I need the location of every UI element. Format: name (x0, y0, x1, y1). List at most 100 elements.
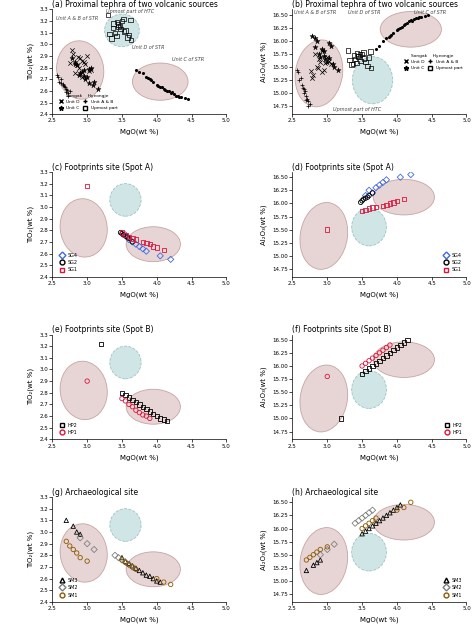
Ellipse shape (110, 508, 141, 541)
Point (329, 60, 337, 70)
Point (379, 36, 387, 46)
Point (357, 198, 365, 208)
Point (89, 80, 97, 90)
X-axis label: MgO(wt %): MgO(wt %) (360, 292, 399, 298)
Point (109, 23, 117, 33)
Point (387, 29, 395, 40)
Point (315, 63, 322, 73)
Point (305, 102, 312, 112)
Point (106, 29, 113, 39)
Point (122, 231, 129, 241)
Point (62, 83, 70, 93)
Point (113, 31, 120, 41)
Point (125, 30, 133, 40)
Point (364, 61, 371, 71)
Point (324, 544, 331, 554)
Ellipse shape (105, 14, 139, 46)
Point (312, 42, 319, 52)
Point (303, 566, 310, 576)
Point (119, 230, 127, 240)
Point (125, 234, 133, 245)
Point (358, 369, 366, 379)
Point (65, 91, 72, 101)
Ellipse shape (352, 208, 387, 246)
Point (317, 57, 324, 67)
Point (362, 526, 369, 536)
Point (181, 93, 188, 103)
Point (317, 544, 324, 554)
Point (62, 536, 70, 546)
Point (321, 51, 328, 61)
Point (365, 524, 373, 534)
Point (354, 51, 362, 61)
Point (365, 356, 373, 366)
Point (142, 570, 150, 580)
Ellipse shape (126, 552, 180, 587)
Point (425, 9, 432, 19)
Point (321, 54, 329, 64)
Point (83, 376, 91, 386)
Point (69, 49, 77, 59)
Point (97, 339, 105, 349)
Text: Upmost part of HTC: Upmost part of HTC (106, 9, 154, 14)
Point (360, 54, 368, 64)
Point (153, 243, 160, 253)
Ellipse shape (60, 361, 107, 419)
Point (132, 239, 139, 249)
Point (324, 51, 331, 61)
Point (386, 340, 394, 350)
Point (376, 356, 383, 366)
Point (408, 16, 416, 26)
Point (325, 56, 332, 66)
Point (132, 397, 139, 407)
X-axis label: MgO(wt %): MgO(wt %) (360, 129, 399, 135)
Point (357, 56, 365, 66)
Point (104, 10, 112, 20)
Y-axis label: Al₂O₃(wt %): Al₂O₃(wt %) (260, 41, 267, 82)
Legend: HP2, HP1: HP2, HP1 (440, 421, 464, 437)
Point (372, 350, 380, 361)
Legend: Unit D, Unit C, Unit A & B, Upmost part: Unit D, Unit C, Unit A & B, Upmost part (399, 52, 464, 72)
Point (80, 65, 88, 75)
Point (353, 58, 360, 68)
Ellipse shape (300, 203, 347, 270)
Text: Unit A & B of STR: Unit A & B of STR (294, 9, 336, 14)
Text: (a) Proximal tephra of two volcanic sources: (a) Proximal tephra of two volcanic sour… (52, 1, 218, 9)
Point (410, 14, 418, 24)
Point (369, 505, 377, 515)
Point (115, 552, 122, 562)
Point (365, 191, 373, 201)
Point (358, 361, 366, 371)
Point (118, 387, 126, 398)
Point (348, 60, 356, 70)
X-axis label: MgO(wt %): MgO(wt %) (120, 454, 159, 461)
Point (389, 198, 397, 208)
Point (117, 228, 124, 238)
Point (344, 45, 352, 55)
Ellipse shape (352, 533, 387, 571)
Point (413, 13, 420, 23)
Point (362, 193, 369, 203)
Point (346, 55, 353, 65)
Point (73, 548, 80, 558)
Point (114, 19, 121, 29)
Point (293, 65, 300, 75)
Point (122, 557, 129, 567)
Legend: SM3, SM2, SM1: SM3, SM2, SM1 (439, 576, 464, 599)
Point (83, 539, 91, 549)
Point (365, 519, 373, 529)
Point (64, 88, 71, 98)
Point (85, 78, 93, 88)
Point (66, 86, 74, 96)
Point (360, 194, 367, 204)
Point (400, 20, 407, 30)
Point (62, 87, 69, 97)
Point (83, 556, 91, 566)
Point (379, 177, 387, 187)
Point (334, 65, 341, 75)
Point (124, 232, 131, 242)
Point (67, 58, 74, 68)
Ellipse shape (60, 199, 107, 257)
Point (379, 201, 387, 211)
Point (149, 574, 157, 584)
